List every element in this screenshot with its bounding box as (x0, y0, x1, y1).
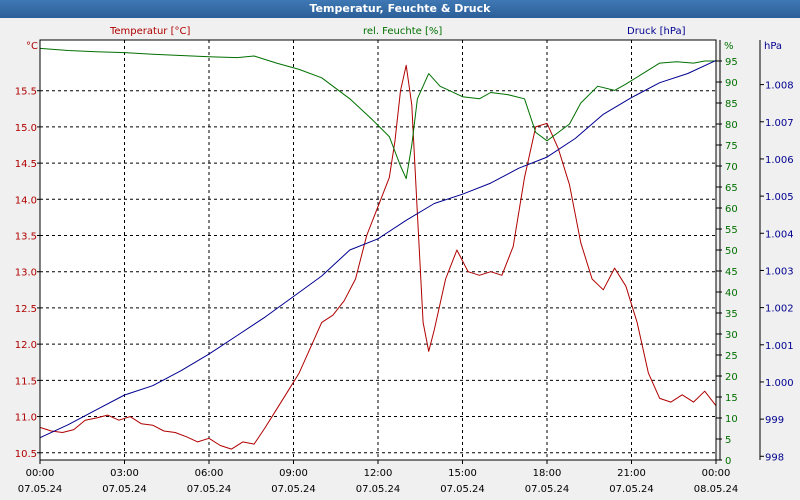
temperature-tick-label: 14.0 (15, 195, 37, 206)
x-tick-label-time: 00:00 (702, 468, 731, 479)
humidity-tick-label: 70 (725, 162, 738, 173)
temperature-tick-label: 14.5 (15, 159, 37, 170)
humidity-tick-label: 90 (725, 78, 738, 89)
pressure-axis-label: Druck [hPa] (627, 26, 686, 37)
humidity-tick-label: 50 (725, 246, 738, 257)
temperature-tick-label: 15.0 (15, 123, 37, 134)
pressure-tick-label: 1.004 (765, 229, 794, 240)
temperature-tick-label: 15.5 (15, 87, 37, 98)
x-tick-label-date: 07.05.24 (18, 484, 63, 495)
humidity-tick-label: 35 (725, 309, 738, 320)
humidity-tick-label: 95 (725, 57, 738, 68)
humidity-tick-label: 55 (725, 225, 738, 236)
series-line-pressure (39, 59, 717, 439)
humidity-unit-label: % (724, 41, 734, 52)
x-tick-label-time: 00:00 (26, 468, 55, 479)
temperature-tick-label: 11.5 (15, 376, 37, 387)
x-tick-label-time: 06:00 (195, 468, 224, 479)
pressure-tick-label: 1.000 (765, 378, 794, 389)
humidity-tick-label: 60 (725, 204, 738, 215)
temperature-tick-label: 11.0 (15, 413, 37, 424)
humidity-tick-label: 85 (725, 99, 738, 110)
tick-layer: 00:00 07.05.24 03:00 07.05.24 06:00 07.05.24 0… (15, 57, 794, 495)
x-tick-label-time: 15:00 (448, 468, 477, 479)
pressure-tick-label: 1.007 (765, 118, 794, 129)
pressure-tick-label: 999 (765, 415, 784, 426)
x-tick-label-time: 03:00 (110, 468, 139, 479)
temperature-tick-label: 12.0 (15, 340, 37, 351)
temperature-tick-label: 10.5 (15, 449, 37, 460)
x-tick-label-date: 07.05.24 (271, 484, 316, 495)
temperature-tick-label: 12.5 (15, 304, 37, 315)
humidity-tick-label: 65 (725, 183, 738, 194)
temperature-unit-label: °C (26, 41, 38, 52)
pressure-tick-label: 1.005 (765, 192, 794, 203)
x-tick-label-date: 07.05.24 (102, 484, 147, 495)
x-tick-label-date: 07.05.24 (525, 484, 570, 495)
humidity-tick-label: 40 (725, 288, 738, 299)
x-tick-label-date: 07.05.24 (187, 484, 232, 495)
x-tick-label-date: 08.05.24 (694, 484, 739, 495)
humidity-tick-label: 5 (725, 435, 731, 446)
x-tick-label-time: 12:00 (364, 468, 393, 479)
humidity-tick-label: 30 (725, 330, 738, 341)
humidity-tick-label: 75 (725, 141, 738, 152)
series-layer (39, 47, 717, 450)
temperature-axis-label: Temperatur [°C] (109, 26, 190, 37)
grid (40, 40, 716, 460)
pressure-tick-label: 1.001 (765, 341, 794, 352)
x-tick-label-time: 21:00 (617, 468, 646, 479)
humidity-tick-label: 45 (725, 267, 738, 278)
chart-title: Temperatur, Feuchte & Druck (0, 0, 800, 18)
pressure-tick-label: 1.008 (765, 81, 794, 92)
humidity-tick-label: 80 (725, 120, 738, 131)
x-tick-label-date: 07.05.24 (356, 484, 401, 495)
humidity-tick-label: 10 (725, 414, 738, 425)
humidity-tick-label: 0 (725, 456, 731, 467)
humidity-tick-label: 25 (725, 351, 738, 362)
humidity-tick-label: 15 (725, 393, 738, 404)
temperature-tick-label: 13.5 (15, 232, 37, 243)
pressure-tick-label: 998 (765, 452, 784, 463)
series-line-humidity (39, 47, 716, 180)
pressure-unit-label: hPa (764, 41, 782, 52)
x-tick-label-date: 07.05.24 (609, 484, 654, 495)
pressure-tick-label: 1.006 (765, 155, 794, 166)
pressure-tick-label: 1.002 (765, 304, 794, 315)
humidity-tick-label: 20 (725, 372, 738, 383)
series-line-temperature (39, 64, 717, 450)
x-tick-label-time: 09:00 (279, 468, 308, 479)
temperature-tick-label: 13.0 (15, 268, 37, 279)
humidity-axis-label: rel. Feuchte [%] (363, 26, 442, 37)
pressure-tick-label: 1.003 (765, 266, 794, 277)
x-tick-label-time: 18:00 (533, 468, 562, 479)
x-tick-label-date: 07.05.24 (440, 484, 485, 495)
